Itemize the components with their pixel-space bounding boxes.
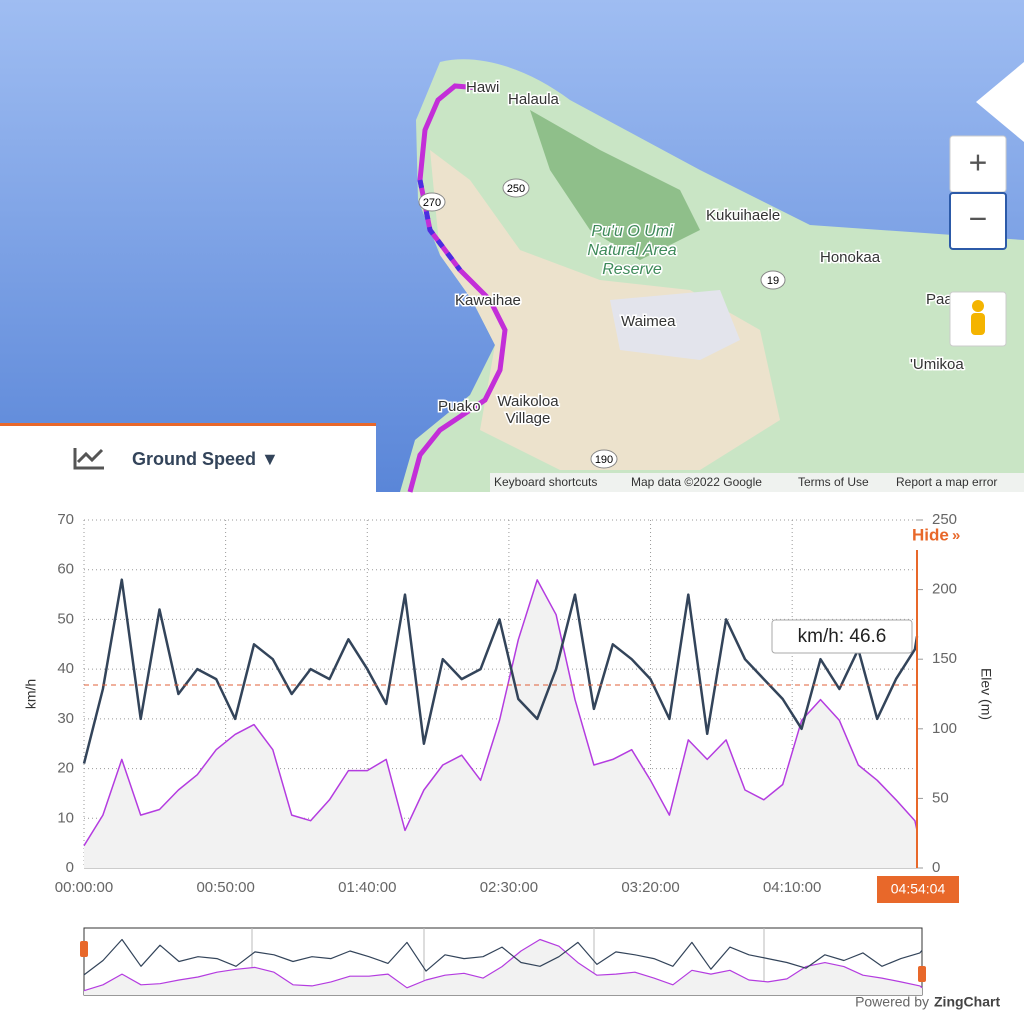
panel-border [0,423,376,426]
road-number: 270 [423,197,441,209]
ridge [530,110,700,260]
series-line-area [84,579,917,868]
x-tick-label: 01:40:00 [338,879,396,896]
y2-tick-label: 0 [932,859,940,876]
park-label: Reserve [602,261,662,278]
y2-axis-title: Elev (m) [978,668,994,720]
road-shield: 190 [590,449,618,469]
tooltip-box [771,619,913,654]
zoom-out-button[interactable] [949,192,1007,250]
road-number: 250 [507,183,525,195]
y2-tick-label: 100 [932,720,957,737]
credit: Powered by [855,994,929,1010]
map-footer [490,473,1024,492]
footer-link[interactable]: Report a map error [896,475,997,489]
footer-text: Map data ©2022 Google [631,475,762,489]
panel-toggle[interactable] [976,62,1024,142]
y2-tick-label: 250 [932,511,957,528]
place-label: Village [506,410,551,427]
place-label: Waimea [621,313,676,330]
y-tick-label: 0 [66,859,74,876]
x-tick-label: 04:10:00 [763,879,821,896]
place-label: Kukuihaele [706,207,780,224]
route [407,83,508,493]
pegman-body [971,313,985,335]
y2-tick-label: 200 [932,581,957,598]
map[interactable]: Hawi Halaula Kukuihaele Pu'u O Umi Natur… [0,0,1024,493]
x-tick-label: 02:30:00 [480,879,538,896]
x-tick-label: 03:20:00 [621,879,679,896]
place-label: Halaula [508,91,560,108]
place-label: Honokaa [820,249,881,266]
metric-panel [0,425,376,492]
park-label: Natural Area [587,242,676,259]
hide-icon: » [952,527,960,544]
x-tick-label: 00:00:00 [55,879,113,896]
y-tick-label: 60 [57,561,74,578]
y2-tick-label: 150 [932,650,957,667]
cursor-label: 04:54:04 [891,881,946,897]
place-label: Hawi [466,79,499,96]
credit-brand[interactable]: ZingChart [934,994,1000,1010]
town [610,290,740,360]
road-shield: 19 [760,270,786,290]
series-line [82,578,919,764]
y-tick-label: 40 [57,660,74,677]
zoom-in-icon: + [969,144,988,180]
zoom-out-icon: − [969,200,988,236]
place-label: Waikoloa [497,393,559,410]
road-number: 190 [595,454,613,466]
hide-button[interactable]: Hide [912,525,949,544]
navigator-line [83,938,923,992]
dry-land [430,150,780,470]
tooltip: km/h: 46.6 [798,626,887,647]
navigator-line [83,938,923,976]
road-shield: 270 [418,192,446,212]
x-tick-label: 00:50:00 [196,879,254,896]
park-label: Pu'u O Umi [591,223,673,240]
footer-link[interactable]: Keyboard shortcuts [494,475,597,489]
cursor-label-box [877,876,959,903]
y-tick-label: 30 [57,710,74,727]
pegman-head [972,300,984,312]
place-label: 'Umikoa [910,356,964,373]
navigator-handle[interactable] [918,966,926,982]
y-tick-label: 50 [57,610,74,627]
y-tick-label: 10 [57,809,74,826]
y-tick-label: 20 [57,760,74,777]
metric-selector[interactable]: Ground Speed ▼ [132,449,279,469]
road-number: 19 [767,275,779,287]
place-label: Paa [926,291,953,308]
y-tick-label: 70 [57,511,74,528]
place-label: Puako [438,398,481,415]
navigator-handle[interactable] [80,941,88,957]
place-label: Kawaihae [455,292,521,309]
navigator-line-area [84,939,922,995]
y-axis-title: km/h [23,679,39,709]
chart-icon [73,448,104,470]
series-line [83,579,918,847]
footer-link[interactable]: Terms of Use [798,475,869,489]
y2-tick-label: 50 [932,789,949,806]
road-shield: 250 [502,178,530,198]
